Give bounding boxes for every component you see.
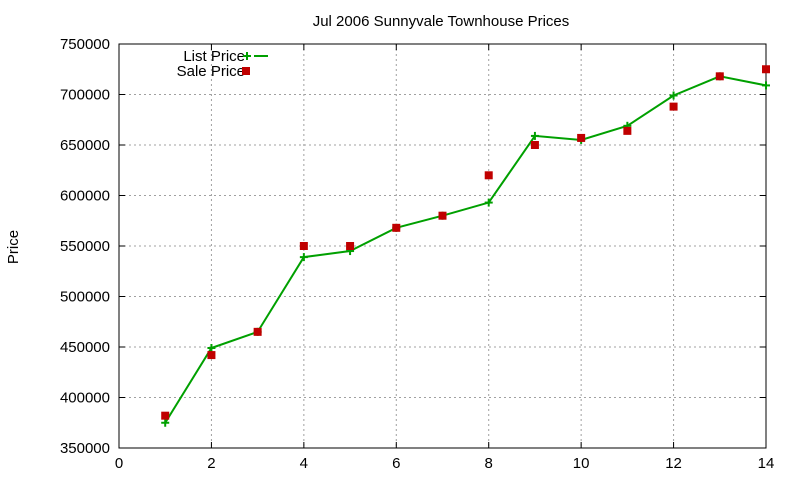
legend-label: Sale Price bbox=[177, 63, 245, 80]
data-point bbox=[484, 171, 493, 180]
plot-border bbox=[118, 43, 767, 449]
x-tick-label: 2 bbox=[207, 455, 215, 472]
chart-title: Jul 2006 Sunnyvale Townhouse Prices bbox=[313, 13, 570, 30]
plot-frame bbox=[118, 43, 767, 449]
y-tick-label: 500000 bbox=[60, 289, 110, 306]
data-point bbox=[161, 411, 170, 420]
y-axis-label: Price bbox=[5, 230, 22, 264]
data-point bbox=[762, 65, 770, 74]
data-point bbox=[484, 198, 493, 207]
series-0 bbox=[161, 72, 770, 427]
x-tick-label: 10 bbox=[573, 455, 590, 472]
data-point bbox=[669, 91, 678, 100]
x-tick-label: 6 bbox=[392, 455, 400, 472]
series-line bbox=[164, 75, 767, 424]
data-point bbox=[530, 141, 539, 149]
x-tick-label: 4 bbox=[300, 455, 308, 472]
y-tick-label: 350000 bbox=[60, 440, 110, 457]
x-tick-label: 14 bbox=[758, 455, 775, 472]
data-point bbox=[438, 211, 447, 220]
data-point bbox=[253, 327, 262, 336]
data-point bbox=[715, 72, 724, 81]
series-1 bbox=[161, 65, 770, 420]
data-point bbox=[623, 126, 632, 135]
y-tick-label: 550000 bbox=[60, 238, 110, 255]
data-point bbox=[299, 242, 308, 250]
data-point bbox=[299, 253, 308, 262]
x-tick-label: 8 bbox=[485, 455, 493, 472]
y-tick-label: 650000 bbox=[60, 137, 110, 154]
y-tick-label: 750000 bbox=[60, 36, 110, 53]
series bbox=[161, 65, 770, 427]
data-point bbox=[392, 223, 401, 232]
data-point bbox=[207, 344, 216, 353]
y-tick-label: 600000 bbox=[60, 188, 110, 205]
x-tick-label: 0 bbox=[115, 455, 123, 472]
data-point bbox=[346, 242, 355, 250]
axis-ticks: 0 2 4 6 8 10 12 14 350000 400000 450000 500000 55000… bbox=[60, 36, 774, 472]
legend-marker bbox=[243, 52, 251, 60]
legend-marker bbox=[242, 67, 250, 75]
data-point bbox=[577, 133, 586, 142]
y-tick-label: 400000 bbox=[60, 390, 110, 407]
data-point bbox=[530, 131, 539, 140]
y-tick-label: 700000 bbox=[60, 87, 110, 104]
y-tick-label: 450000 bbox=[60, 339, 110, 356]
data-point bbox=[762, 81, 770, 90]
data-point bbox=[161, 418, 170, 427]
x-tick-label: 12 bbox=[665, 455, 682, 472]
data-point bbox=[207, 351, 216, 360]
legend-label: List Price bbox=[183, 48, 245, 65]
data-point bbox=[669, 102, 678, 111]
grid bbox=[119, 44, 766, 448]
